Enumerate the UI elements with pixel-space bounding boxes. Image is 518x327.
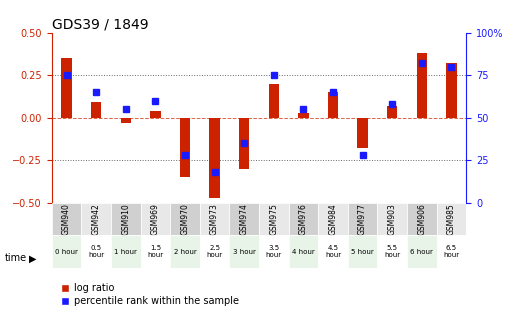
- FancyBboxPatch shape: [437, 235, 466, 268]
- FancyBboxPatch shape: [378, 203, 407, 235]
- FancyBboxPatch shape: [229, 203, 259, 235]
- Bar: [239, 118, 249, 169]
- Bar: [62, 58, 72, 118]
- FancyBboxPatch shape: [289, 235, 318, 268]
- FancyBboxPatch shape: [140, 235, 170, 268]
- Text: GSM970: GSM970: [180, 203, 190, 235]
- Text: 0 hour: 0 hour: [55, 249, 78, 255]
- Bar: [328, 92, 338, 118]
- Text: 2.5
hour: 2.5 hour: [207, 245, 223, 258]
- Bar: [121, 118, 131, 123]
- FancyBboxPatch shape: [111, 203, 140, 235]
- FancyBboxPatch shape: [378, 235, 407, 268]
- Text: GSM973: GSM973: [210, 203, 219, 235]
- Bar: [150, 111, 161, 118]
- FancyBboxPatch shape: [407, 235, 437, 268]
- Bar: [91, 102, 102, 118]
- Text: 3 hour: 3 hour: [233, 249, 256, 255]
- Text: 0.5
hour: 0.5 hour: [88, 245, 104, 258]
- Bar: [446, 63, 456, 118]
- FancyBboxPatch shape: [81, 235, 111, 268]
- Legend: log ratio, percentile rank within the sample: log ratio, percentile rank within the sa…: [56, 280, 243, 310]
- FancyBboxPatch shape: [318, 203, 348, 235]
- FancyBboxPatch shape: [52, 235, 81, 268]
- Bar: [416, 53, 427, 118]
- FancyBboxPatch shape: [140, 203, 170, 235]
- Text: GSM940: GSM940: [62, 203, 71, 235]
- FancyBboxPatch shape: [170, 203, 200, 235]
- Bar: [298, 112, 309, 118]
- FancyBboxPatch shape: [348, 203, 378, 235]
- FancyBboxPatch shape: [200, 235, 229, 268]
- Text: 6 hour: 6 hour: [410, 249, 433, 255]
- Text: ▶: ▶: [28, 253, 36, 263]
- Bar: [180, 118, 190, 177]
- Bar: [357, 118, 368, 148]
- Text: GSM976: GSM976: [299, 203, 308, 235]
- Text: 4.5
hour: 4.5 hour: [325, 245, 341, 258]
- Text: 1.5
hour: 1.5 hour: [147, 245, 164, 258]
- FancyBboxPatch shape: [229, 235, 259, 268]
- Text: GDS39 / 1849: GDS39 / 1849: [52, 18, 149, 31]
- Text: time: time: [5, 253, 27, 263]
- FancyBboxPatch shape: [200, 203, 229, 235]
- Bar: [209, 118, 220, 198]
- Text: GSM985: GSM985: [447, 203, 456, 235]
- FancyBboxPatch shape: [52, 203, 81, 235]
- Text: GSM906: GSM906: [418, 203, 426, 235]
- Bar: [269, 84, 279, 118]
- FancyBboxPatch shape: [437, 203, 466, 235]
- FancyBboxPatch shape: [289, 203, 318, 235]
- FancyBboxPatch shape: [170, 235, 200, 268]
- Text: GSM984: GSM984: [328, 203, 338, 235]
- Text: 5 hour: 5 hour: [351, 249, 374, 255]
- Text: GSM975: GSM975: [269, 203, 278, 235]
- Text: 2 hour: 2 hour: [174, 249, 196, 255]
- Text: GSM969: GSM969: [151, 203, 160, 235]
- FancyBboxPatch shape: [259, 203, 289, 235]
- Text: GSM942: GSM942: [92, 203, 100, 235]
- FancyBboxPatch shape: [348, 235, 378, 268]
- Text: GSM903: GSM903: [387, 203, 397, 235]
- Text: 3.5
hour: 3.5 hour: [266, 245, 282, 258]
- FancyBboxPatch shape: [111, 235, 140, 268]
- FancyBboxPatch shape: [81, 203, 111, 235]
- Bar: [387, 106, 397, 118]
- FancyBboxPatch shape: [407, 203, 437, 235]
- FancyBboxPatch shape: [259, 235, 289, 268]
- FancyBboxPatch shape: [318, 235, 348, 268]
- Text: GSM977: GSM977: [358, 203, 367, 235]
- Text: 5.5
hour: 5.5 hour: [384, 245, 400, 258]
- Text: 4 hour: 4 hour: [292, 249, 315, 255]
- Text: GSM974: GSM974: [240, 203, 249, 235]
- Text: 6.5
hour: 6.5 hour: [443, 245, 459, 258]
- Text: 1 hour: 1 hour: [114, 249, 137, 255]
- Text: GSM910: GSM910: [121, 203, 131, 235]
